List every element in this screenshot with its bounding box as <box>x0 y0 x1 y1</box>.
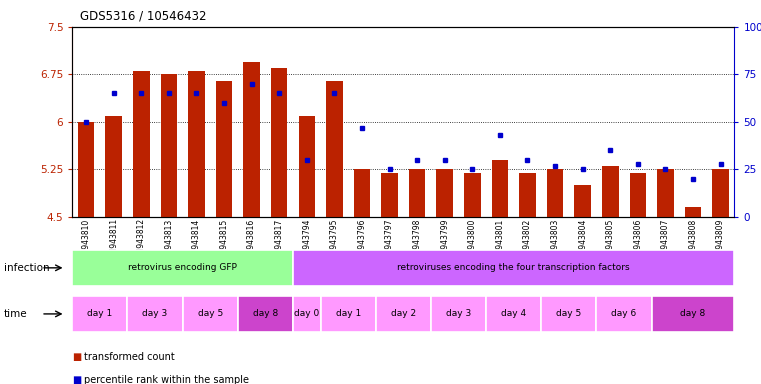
Text: day 1: day 1 <box>88 310 113 318</box>
Bar <box>216 81 232 217</box>
Text: day 6: day 6 <box>611 310 637 318</box>
Text: day 1: day 1 <box>336 310 361 318</box>
Text: ■: ■ <box>72 352 81 362</box>
Text: day 8: day 8 <box>680 310 705 318</box>
Text: infection: infection <box>4 263 49 273</box>
Bar <box>546 169 563 217</box>
Bar <box>657 169 673 217</box>
Bar <box>326 81 342 217</box>
Text: retroviruses encoding the four transcription factors: retroviruses encoding the four transcrip… <box>397 263 630 272</box>
Text: time: time <box>4 309 27 319</box>
Bar <box>464 173 481 217</box>
Bar <box>161 74 177 217</box>
Bar <box>437 169 453 217</box>
Text: day 8: day 8 <box>253 310 278 318</box>
Bar <box>244 62 260 217</box>
Bar <box>685 207 702 217</box>
Bar <box>271 68 288 217</box>
Bar <box>409 169 425 217</box>
Bar <box>575 185 591 217</box>
Bar <box>298 116 315 217</box>
Bar <box>188 71 205 217</box>
Text: day 3: day 3 <box>446 310 471 318</box>
Bar <box>105 116 122 217</box>
Text: day 5: day 5 <box>198 310 223 318</box>
Bar <box>78 122 94 217</box>
Bar <box>492 160 508 217</box>
Bar <box>602 166 619 217</box>
Bar <box>712 169 729 217</box>
Bar <box>381 173 398 217</box>
Text: day 4: day 4 <box>501 310 527 318</box>
Bar <box>629 173 646 217</box>
Text: percentile rank within the sample: percentile rank within the sample <box>84 375 250 384</box>
Bar <box>133 71 150 217</box>
Text: day 0: day 0 <box>295 310 320 318</box>
Text: day 2: day 2 <box>390 310 416 318</box>
Bar <box>354 169 370 217</box>
Text: transformed count: transformed count <box>84 352 175 362</box>
Text: day 3: day 3 <box>142 310 167 318</box>
Bar <box>519 173 536 217</box>
Text: GDS5316 / 10546432: GDS5316 / 10546432 <box>80 10 206 23</box>
Text: day 5: day 5 <box>556 310 581 318</box>
Text: retrovirus encoding GFP: retrovirus encoding GFP <box>128 263 237 272</box>
Text: ■: ■ <box>72 375 81 384</box>
